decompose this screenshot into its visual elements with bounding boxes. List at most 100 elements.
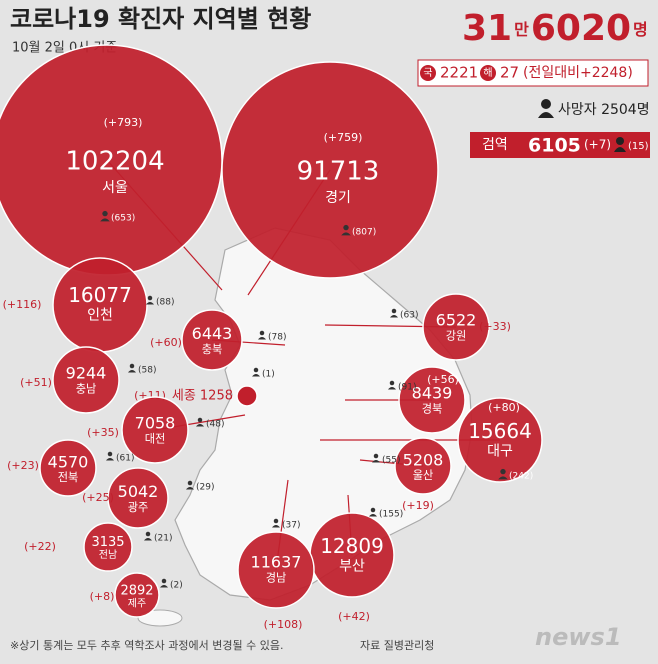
region-deaths: (807) (352, 228, 376, 238)
region-cases: 7058 (135, 414, 176, 433)
region-bubble (39, 439, 97, 497)
quarantine-new: (+7) (584, 138, 611, 152)
person-body (372, 460, 380, 463)
region-name: 부산 (339, 558, 365, 574)
region-name: 서울 (102, 180, 128, 196)
overseas: 27 (500, 64, 519, 82)
quarantine-deaths: (15) (628, 141, 649, 152)
region-name: 광주 (128, 501, 149, 514)
region-bubble (236, 385, 258, 407)
region-cases: 6522 (436, 311, 477, 330)
region-deaths: (63) (400, 311, 418, 321)
region-new: (+51) (20, 376, 52, 389)
region-bubble (83, 522, 133, 572)
region-name: 경북 (422, 401, 443, 415)
person-head (129, 363, 135, 369)
person-icon (341, 224, 351, 236)
person-head (107, 451, 113, 457)
region-deaths: (78) (268, 333, 286, 343)
region-name: 충북 (202, 343, 223, 356)
person-icon (100, 210, 110, 222)
person-body (369, 514, 377, 517)
badge (420, 65, 436, 81)
region-new: (+60) (150, 336, 182, 349)
person-head (370, 507, 376, 513)
person-icon (160, 578, 168, 588)
region-deaths: (242) (509, 472, 533, 482)
person-icon (106, 451, 114, 461)
region-deaths: (48) (206, 420, 224, 430)
region-new: (+23) (7, 459, 39, 472)
person-body (160, 585, 168, 588)
region-deaths: (1) (262, 370, 275, 380)
region-new: (+793) (104, 116, 143, 129)
title: 코로나19 확진자 지역별 현황 (10, 5, 311, 33)
region-deaths: (88) (156, 298, 174, 308)
person-head (389, 380, 395, 386)
change: (전일대비+2248) (523, 65, 633, 81)
person-head (147, 295, 153, 301)
region-new: (+80) (488, 401, 520, 414)
person-head (161, 578, 167, 584)
region-name: 강원 (446, 328, 467, 342)
person-body (186, 487, 194, 490)
region-cases: 4570 (48, 452, 89, 471)
region-new: (+8) (90, 590, 115, 603)
person-head (373, 453, 379, 459)
person-icon (388, 380, 396, 390)
region-new: (+42) (338, 610, 370, 623)
region-new: (+116) (3, 298, 42, 311)
person-icon (144, 531, 152, 541)
region-new: (+56) (427, 373, 459, 386)
region-name: 대전 (145, 432, 166, 445)
person-icon (196, 417, 204, 427)
region-bubble (121, 396, 189, 464)
region-deaths: (61) (116, 454, 134, 464)
logo: news1 (535, 623, 622, 651)
person-head (253, 367, 259, 373)
region-deaths: (21) (154, 534, 172, 544)
region-new: (+19) (402, 499, 434, 512)
person-head (102, 210, 108, 217)
person-body (498, 476, 508, 480)
region-name: 제주 (128, 597, 146, 609)
region-bubble (107, 467, 169, 529)
region-cases: 2892 (120, 584, 153, 599)
person-icon (128, 363, 136, 373)
region-deaths: (29) (196, 483, 214, 493)
region-new: (+35) (87, 426, 119, 439)
region-name: 대구 (487, 443, 513, 459)
region-bubble (221, 61, 439, 279)
region-bubble (457, 397, 543, 483)
person-icon (390, 308, 398, 318)
person-head (343, 224, 349, 231)
person-head (273, 518, 279, 524)
badge (480, 65, 496, 81)
footnote: ※상기 통계는 모두 추후 역학조사 과정에서 변경될 수 있음. (10, 638, 283, 652)
region-cases: 8439 (412, 384, 453, 403)
person-head (145, 531, 151, 537)
person-head (259, 330, 265, 336)
region-deaths: (55) (382, 456, 400, 466)
region-bubble (394, 437, 452, 495)
region-new: (+33) (479, 320, 511, 333)
person-icon (372, 453, 380, 463)
region-cases: 102204 (65, 147, 164, 177)
region-name: 전북 (58, 471, 79, 484)
region-deaths: (37) (282, 521, 300, 531)
person-body (144, 538, 152, 541)
region-bubble (398, 366, 466, 434)
region-cases: 12809 (320, 534, 384, 558)
person-icon (186, 480, 194, 490)
region-new: (+759) (324, 131, 363, 144)
quarantine: 6105 (528, 135, 581, 157)
person-body (100, 218, 110, 222)
person-body (128, 370, 136, 373)
badge-text: 해 (483, 66, 492, 79)
person-icon (369, 507, 377, 517)
person-icon (258, 330, 266, 340)
region-name: 경기 (325, 190, 351, 206)
summary-box (417, 59, 649, 87)
region-name: 경남 (266, 570, 287, 584)
